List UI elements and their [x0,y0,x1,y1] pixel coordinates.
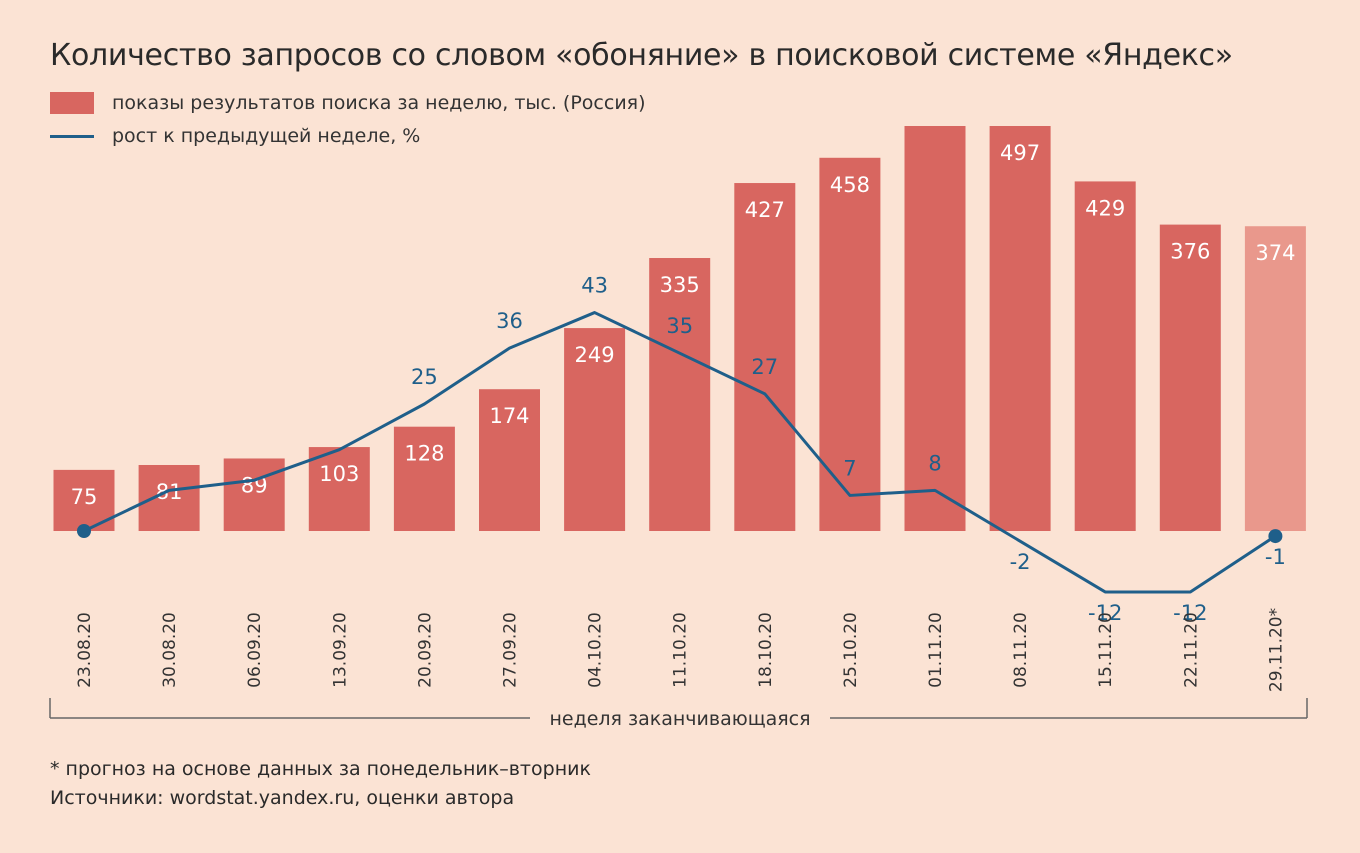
bar-label-14: 374 [1255,241,1295,265]
source-note: Источники: wordstat.yandex.ru, оценки ав… [50,787,515,809]
growth-line [83,311,1277,594]
bar-13 [1159,224,1221,531]
line-label-9: 7 [843,456,856,480]
bar-7 [649,258,711,531]
bar-1 [138,464,200,531]
x-tick-label-6: 04.10.20 [586,612,606,688]
bar-8 [734,183,796,532]
x-tick-label-1: 30.08.20 [160,612,180,688]
bar-2 [223,458,285,531]
x-tick-label-5: 27.09.20 [501,612,521,688]
footnote: * прогноз на основе данных за понедельни… [50,758,591,780]
bar-4 [393,426,455,531]
bar-label-9: 458 [830,173,870,197]
x-tick-label-4: 20.09.20 [415,612,435,688]
x-tick-label-10: 01.11.20 [926,612,946,688]
chart-title: Количество запросов со словом «обоняние»… [50,38,1233,73]
x-tick-label-2: 06.09.20 [245,612,265,688]
line-label-10: 8 [928,451,941,475]
bar-label-12: 429 [1085,196,1125,220]
line-label-6: 43 [581,274,608,298]
bar-label-4: 128 [404,442,444,466]
legend-bar-swatch [50,92,94,114]
line-label-11: -2 [1010,550,1031,574]
x-tick-label-7: 11.10.20 [671,612,691,688]
line-label-12: -12 [1088,601,1122,625]
x-tick-label-0: 23.08.20 [75,612,95,688]
legend-line-label: рост к предыдущей неделе, % [112,125,421,147]
bar-5 [479,389,540,531]
bar-label-11: 497 [1000,141,1040,165]
line-label-4: 25 [411,365,438,389]
bar-label-0: 75 [71,485,98,509]
bar-label-5: 174 [489,404,529,428]
x-tick-label-9: 25.10.20 [841,612,861,688]
bar-6 [564,328,626,531]
x-axis-label: неделя заканчивающаяся [549,708,810,730]
x-tick-label-3: 13.09.20 [330,612,350,688]
bar-label-6: 249 [575,343,615,367]
x-tick-label-12: 15.11.20 [1096,612,1116,688]
x-tick-label-11: 08.11.20 [1011,612,1031,688]
bar-14 [1244,226,1306,531]
legend-bars: показы результатов поиска за неделю, тыс… [50,90,646,116]
line-point-end [1268,529,1283,544]
bar-9 [819,157,881,531]
bar-label-3: 103 [319,462,359,486]
line-label-5: 36 [496,309,523,333]
legend-line-swatch [50,134,94,138]
line-label-7: 35 [666,314,693,338]
bar-11 [989,126,1051,531]
x-tick-label-14: 29.11.20* [1266,608,1286,692]
x-tick-label-13: 22.11.20 [1181,612,1201,688]
x-tick-label-8: 18.10.20 [756,612,776,688]
line-label-8: 27 [751,355,778,379]
bar-12 [1074,181,1136,531]
legend-line: рост к предыдущей неделе, % [50,123,420,149]
bar-label-13: 376 [1170,240,1210,264]
bar-10 [904,126,966,531]
legend-bar-label: показы результатов поиска за неделю, тыс… [112,92,646,114]
bar-label-7: 335 [660,273,700,297]
line-label-14: -1 [1265,545,1286,569]
line-point-start [77,524,91,538]
bar-label-8: 427 [745,198,785,222]
line-label-13: -12 [1173,601,1207,625]
bar-3 [308,447,370,531]
